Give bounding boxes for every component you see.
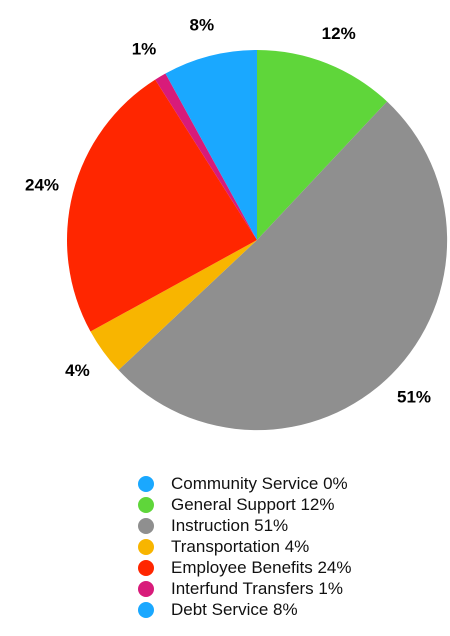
legend-swatch-interfund-transfers <box>138 580 154 597</box>
legend-label-general-support: General Support 12% <box>171 494 335 514</box>
legend-label-debt-service: Debt Service 8% <box>171 599 298 619</box>
value-label-instruction: 51% <box>397 388 431 407</box>
pie-slice-employee-benefits <box>67 79 257 332</box>
legend-swatch-debt-service <box>138 601 154 618</box>
pie-value-labels: 12% 51% 4% 24% 1% 8% <box>25 16 431 407</box>
legend-item-instruction: Instruction 51% <box>138 515 352 536</box>
value-label-general-support: 12% <box>322 24 356 43</box>
pie-slice-transportation <box>90 240 257 371</box>
legend-swatch-employee-benefits <box>138 559 154 576</box>
legend-item-community-service: Community Service 0% <box>138 473 352 494</box>
legend-swatch-instruction <box>138 517 154 534</box>
legend-label-instruction: Instruction 51% <box>171 515 289 535</box>
value-label-interfund-transfers: 1% <box>132 39 157 58</box>
value-label-debt-service: 8% <box>190 16 215 35</box>
legend-item-interfund-transfers: Interfund Transfers 1% <box>138 578 352 599</box>
legend-label-employee-benefits: Employee Benefits 24% <box>171 557 352 577</box>
legend-item-debt-service: Debt Service 8% <box>138 599 352 620</box>
pie-chart: 12% 51% 4% 24% 1% 8% <box>25 16 448 431</box>
pie-slice-debt-service <box>165 50 257 240</box>
pie-slice-instruction <box>118 101 448 431</box>
legend-swatch-transportation <box>138 538 154 555</box>
legend-swatch-general-support <box>138 496 154 513</box>
legend-label-interfund-transfers: Interfund Transfers 1% <box>171 578 343 598</box>
chart-legend: Community Service 0% General Support 12%… <box>138 473 352 620</box>
legend-item-transportation: Transportation 4% <box>138 536 352 557</box>
pie-slices <box>67 50 448 431</box>
legend-label-community-service: Community Service 0% <box>171 473 348 493</box>
legend-label-transportation: Transportation 4% <box>171 536 310 556</box>
pie-slice-interfund-transfers <box>155 73 257 240</box>
pie-slice-general-support <box>257 50 388 240</box>
legend-swatch-community-service <box>138 475 154 492</box>
legend-item-general-support: General Support 12% <box>138 494 352 515</box>
legend-item-employee-benefits: Employee Benefits 24% <box>138 557 352 578</box>
value-label-employee-benefits: 24% <box>25 175 59 194</box>
value-label-transportation: 4% <box>65 361 90 380</box>
